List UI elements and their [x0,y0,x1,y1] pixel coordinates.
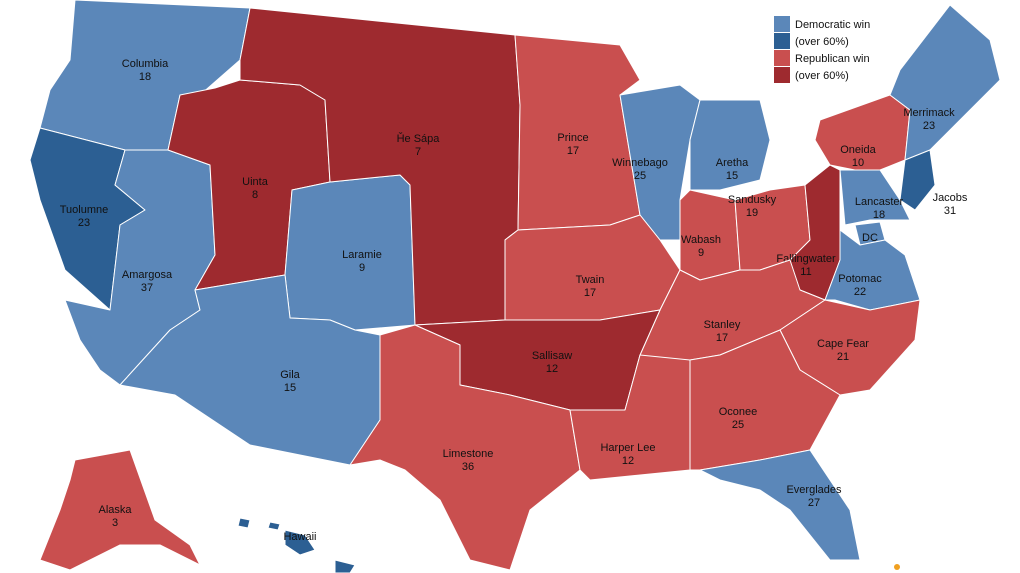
legend-swatch [774,50,790,66]
region [689,329,841,471]
region-votes: 37 [141,282,153,294]
region-name: Tuolumne [60,204,109,216]
region-name: Winnebago [612,157,668,169]
region-votes: 25 [732,419,744,431]
region-votes: 9 [698,247,704,259]
region-votes: 15 [284,382,296,394]
region-name: Stanley [704,319,741,331]
region [889,4,1001,161]
region [267,521,281,531]
region-name: Harper Lee [600,442,655,454]
region-name: Prince [557,132,588,144]
region-name: Oconee [719,406,758,418]
legend-swatch [774,16,790,32]
marker-dot [894,564,900,570]
region-votes: 10 [852,157,864,169]
region-votes: 3 [112,517,118,529]
legend-label: Republican win [795,53,870,65]
region-votes: 15 [726,170,738,182]
region-group [237,517,356,573]
region-group [689,329,841,471]
region-group [689,99,771,191]
region-votes: 11 [800,266,811,278]
region-name: Gila [280,369,300,381]
region-votes: 8 [252,189,258,201]
region-name: Laramie [342,249,382,261]
region-votes: 17 [567,145,579,157]
region-votes: 18 [873,209,885,221]
region-group [349,324,581,571]
region-name: Jacobs [933,192,968,204]
region-votes: 23 [923,120,935,132]
region-group [839,169,911,226]
region-name: Everglades [786,484,842,496]
region-votes: 25 [634,170,646,182]
region-votes: 23 [78,217,90,229]
legend-label: (over 60%) [795,70,849,82]
region-group [889,4,1001,161]
legend-swatch [774,33,790,49]
region-name: Merrimack [903,107,955,119]
region-votes: 17 [584,287,596,299]
region-votes: 9 [359,262,365,274]
region-group [899,149,936,211]
region-votes: 7 [415,146,421,158]
legend-label: Democratic win [795,19,870,31]
region-name: Sandusky [728,194,777,206]
region-name: Aretha [716,157,749,169]
region-name: Twain [576,274,605,286]
region-name: Wabash [681,234,721,246]
region-votes: 36 [462,461,474,473]
region [334,559,356,573]
region-name: Uinta [242,176,269,188]
region-votes: 12 [546,363,558,375]
region-votes: 18 [139,71,151,83]
region-votes: 31 [944,205,956,217]
region-votes: 21 [837,351,849,363]
region-name: Alaska [98,504,132,516]
region-votes: 12 [622,455,634,467]
region [237,517,251,529]
region [39,449,201,571]
region-name: Ȟe Sápa [397,132,441,145]
legend-swatch [774,67,790,83]
region [689,99,771,191]
region-name: Cape Fear [817,338,869,350]
region-name: Oneida [840,144,876,156]
region-name: Hawaii [283,531,316,543]
region [839,169,911,226]
region-name: Lancaster [855,196,904,208]
region-group [39,449,201,571]
region-votes: 22 [854,286,866,298]
region-name: Amargosa [122,269,173,281]
region-votes: 27 [808,497,820,509]
region [699,449,861,561]
legend-label: (over 60%) [795,36,849,48]
region-name: Limestone [443,448,494,460]
region-votes: 19 [746,207,758,219]
region [284,529,316,556]
region-votes: 17 [716,332,728,344]
region-name: DC [862,232,878,244]
region-group [699,449,861,561]
region [349,324,581,571]
region-name: Potomac [838,273,882,285]
region-name: Fallingwater [776,253,836,265]
region [899,149,936,211]
region-name: Sallisaw [532,350,572,362]
region-name: Columbia [122,58,169,70]
